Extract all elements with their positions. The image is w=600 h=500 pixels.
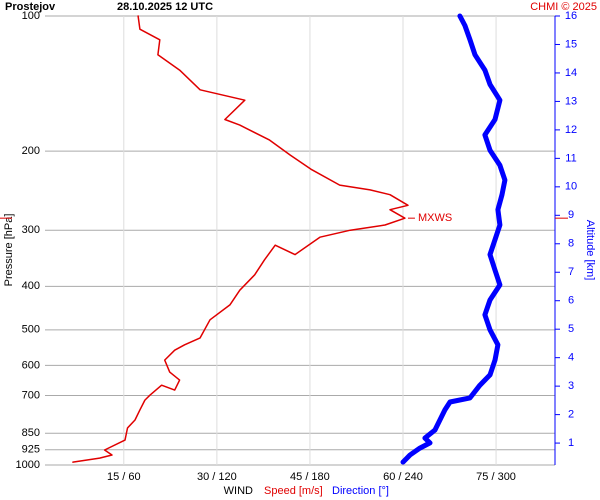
profile-line <box>72 15 409 463</box>
y-tick-label: 500 <box>22 324 40 336</box>
x-tick-label: 45 / 180 <box>290 471 330 483</box>
y2-tick-label: 8 <box>568 238 574 250</box>
y2-axis-label: Altitude [km] <box>584 220 596 281</box>
y2-tick-label: 1 <box>568 437 574 449</box>
y2-tick-label: 11 <box>565 152 576 164</box>
profile-line <box>400 13 508 465</box>
chart-title: Prostejov <box>5 1 56 13</box>
x-axis-label: WIND <box>224 485 253 497</box>
y-tick-label: 300 <box>22 224 40 236</box>
x-tick-label: 15 / 60 <box>107 471 141 483</box>
y-tick-label: 1000 <box>16 459 40 471</box>
y-tick-label: 400 <box>22 280 40 292</box>
x-tick-label: 60 / 240 <box>383 471 423 483</box>
y2-tick-label: 14 <box>565 67 577 79</box>
y-tick-label: 850 <box>22 427 40 439</box>
max-wind-label: MXWS <box>418 212 452 224</box>
y2-tick-label: 13 <box>565 95 577 107</box>
y-tick-label: 200 <box>22 145 40 157</box>
y-tick-label: 100 <box>22 10 40 22</box>
y2-tick-label: 9 <box>568 209 574 221</box>
y2-tick-label: 3 <box>568 380 574 392</box>
y2-tick-label: 12 <box>565 124 577 136</box>
direction-label: Direction [°] <box>332 485 389 497</box>
y2-tick-label: 16 <box>565 10 577 22</box>
y-tick-label: 600 <box>22 359 40 371</box>
y2-tick-label: 15 <box>565 38 577 50</box>
y-tick-label: 925 <box>22 444 40 456</box>
credit: CHMI © 2025 <box>530 1 597 13</box>
y2-tick-label: 7 <box>568 266 574 278</box>
y2-tick-label: 6 <box>568 295 574 307</box>
y2-tick-label: 5 <box>568 323 574 335</box>
speed-label: Speed [m/s] <box>264 485 323 497</box>
y-axis-label: Pressure [hPa] <box>3 214 15 287</box>
x-tick-label: 75 / 300 <box>476 471 516 483</box>
y2-tick-label: 4 <box>568 352 574 364</box>
y-tick-label: 700 <box>22 389 40 401</box>
y2-tick-label: 2 <box>568 409 574 421</box>
x-tick-label: 30 / 120 <box>197 471 237 483</box>
chart-subtitle: 28.10.2025 12 UTC <box>117 1 213 13</box>
y2-tick-label: 10 <box>565 181 577 193</box>
